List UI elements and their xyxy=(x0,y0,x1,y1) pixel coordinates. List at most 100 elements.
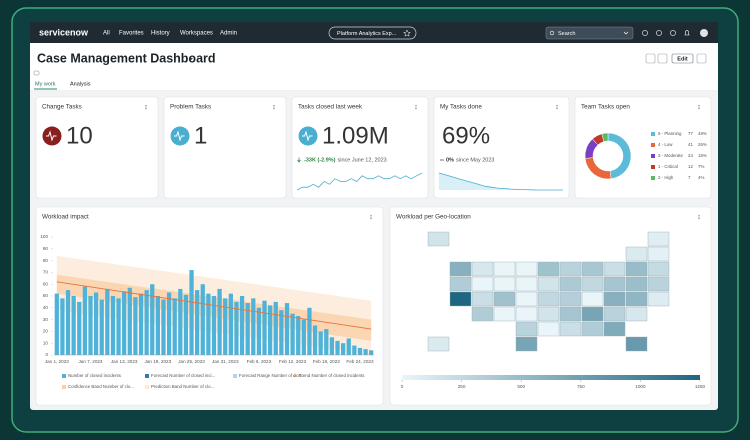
bar xyxy=(318,331,323,355)
bar xyxy=(195,290,200,355)
state-tile xyxy=(493,306,516,322)
globe-icon[interactable] xyxy=(642,30,648,36)
color-bar xyxy=(402,375,700,380)
state-tile xyxy=(625,276,648,292)
edit-button[interactable] xyxy=(671,53,694,64)
legend-share: 26% xyxy=(698,142,707,147)
legend-label: 5 - Planning xyxy=(658,131,682,136)
change-since: since May 2023 xyxy=(456,157,495,163)
legend-share: 48% xyxy=(698,131,707,136)
bar xyxy=(239,296,245,355)
bar xyxy=(88,296,93,355)
search-box[interactable] xyxy=(545,26,634,40)
legend-share: 15% xyxy=(698,153,707,158)
title-caret[interactable] xyxy=(189,58,193,60)
legend-swatch xyxy=(233,374,237,378)
avatar[interactable] xyxy=(700,29,708,37)
color-tick-label: 1250 xyxy=(695,384,706,389)
bar xyxy=(178,288,183,355)
kebab-dot xyxy=(273,106,275,108)
legend-count: 41 xyxy=(688,142,693,147)
bar xyxy=(150,284,155,355)
legend-swatch xyxy=(145,385,149,389)
card xyxy=(35,96,159,199)
search-placeholder[interactable]: Search xyxy=(558,31,575,37)
bar xyxy=(340,343,346,355)
legend-swatch xyxy=(651,176,655,180)
legend-label: Trend Number of closed incidents xyxy=(299,373,365,378)
state-tile xyxy=(537,291,560,307)
state-tile xyxy=(559,291,582,307)
sparkline xyxy=(296,172,423,191)
card xyxy=(291,96,429,199)
state-tile xyxy=(625,291,648,307)
kebab-dot xyxy=(415,104,417,106)
kebab-dot xyxy=(698,216,700,218)
legend-swatch xyxy=(62,385,66,389)
state-tile xyxy=(471,291,494,307)
nav-item[interactable]: Admin xyxy=(220,31,237,37)
x-tick-label: Feb 18, 2023 xyxy=(313,359,341,364)
chat-icon[interactable] xyxy=(656,30,662,36)
x-tick-label: Jan 7, 2023 xyxy=(78,359,102,364)
state-tile xyxy=(647,276,670,292)
state-tile xyxy=(515,336,538,352)
x-tick-label: Jan 13, 2023 xyxy=(111,359,138,364)
edit-label[interactable]: Edit xyxy=(677,56,688,62)
workspace-pill[interactable] xyxy=(328,26,417,40)
x-tick-label: Feb 12, 2023 xyxy=(279,359,307,364)
legend-label: Forecast Range Number of clos... xyxy=(239,373,305,378)
state-tile xyxy=(471,306,494,322)
change-value: -33K (-2.9%) xyxy=(304,157,336,163)
bar xyxy=(60,298,65,355)
nav-item[interactable]: All xyxy=(103,31,110,37)
bar xyxy=(93,292,99,355)
help-icon[interactable] xyxy=(670,30,676,36)
nav-item[interactable]: Favorites xyxy=(119,31,144,37)
y-tick-label: 40 xyxy=(43,305,49,310)
kebab-dot xyxy=(145,106,147,108)
bar xyxy=(301,319,306,355)
tab[interactable]: My work xyxy=(35,81,56,87)
bar xyxy=(71,296,76,355)
icon-button[interactable] xyxy=(657,53,668,64)
legend-count: 77 xyxy=(688,131,693,136)
kpi-icon xyxy=(298,126,318,146)
bar xyxy=(116,298,121,355)
star-icon[interactable] xyxy=(403,29,411,37)
nav-item[interactable]: Workspaces xyxy=(180,31,213,37)
kpi-icon xyxy=(170,126,190,146)
workspace-label[interactable]: Platform Analytics Exp... xyxy=(337,31,397,37)
bar xyxy=(54,293,59,355)
kebab-dot xyxy=(415,108,417,110)
icon-button[interactable] xyxy=(645,53,656,64)
nav-item[interactable]: History xyxy=(151,31,170,37)
more-button[interactable] xyxy=(696,53,707,64)
brand[interactable]: servicenow xyxy=(39,27,89,37)
search-caret[interactable] xyxy=(623,31,629,35)
state-tile xyxy=(537,276,560,292)
state-tile xyxy=(559,321,582,337)
state-tile xyxy=(559,276,582,292)
bar xyxy=(189,270,194,355)
bar xyxy=(138,293,144,355)
kebab-dot xyxy=(698,214,700,216)
kebab-dot xyxy=(698,218,700,220)
state-tile xyxy=(625,246,648,262)
bar xyxy=(82,286,88,355)
legend-swatch xyxy=(651,132,655,136)
chart-title: Workload per Geo-location xyxy=(396,214,471,221)
tab[interactable]: Analysis xyxy=(70,81,91,87)
legend-swatch xyxy=(145,374,149,378)
bell-icon[interactable] xyxy=(684,30,690,36)
bar xyxy=(268,305,273,355)
legend-label: Number of closed incidents xyxy=(68,373,122,378)
card-title: Change Tasks xyxy=(42,104,82,111)
kebab-dot xyxy=(145,104,147,106)
bar xyxy=(329,337,335,355)
x-tick-label: Feb 6, 2023 xyxy=(247,359,272,364)
card-title: Problem Tasks xyxy=(170,104,211,111)
legend-label: 2 - High xyxy=(658,175,674,180)
collapse-icon[interactable] xyxy=(33,70,40,76)
kebab-dot xyxy=(698,108,700,110)
